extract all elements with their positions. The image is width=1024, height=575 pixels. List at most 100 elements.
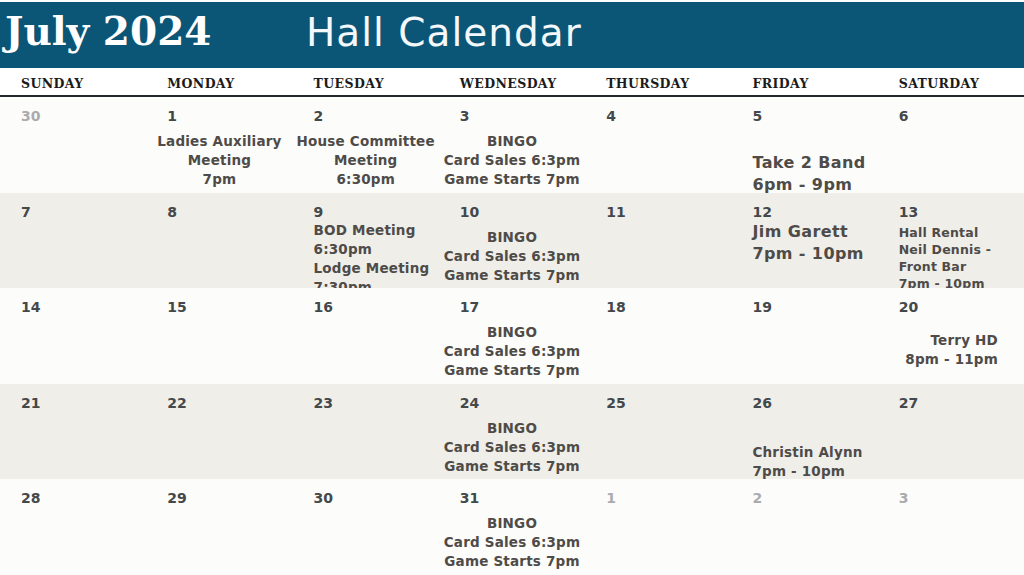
day-number: 18: [585, 288, 731, 316]
event: BINGOCard Sales 6:3pmGame Starts 7pm: [439, 419, 585, 476]
day-number: 29: [146, 479, 292, 507]
event-line: 8pm - 11pm: [878, 350, 998, 369]
day-cell-17: 17BINGOCard Sales 6:3pmGame Starts 7pm: [439, 288, 585, 384]
day-number: 2: [293, 97, 439, 125]
event-line: Game Starts 7pm: [439, 552, 585, 571]
event-line: Meeting: [293, 151, 439, 170]
event-line: Card Sales 6:3pm: [439, 247, 585, 266]
event: Take 2 Band6pm - 9pm: [731, 152, 877, 193]
day-cell-15: 15: [146, 288, 292, 384]
weekday-friday: FRIDAY: [731, 68, 877, 95]
event-line: 7pm: [146, 170, 292, 189]
day-cell-26: 26Christin Alynn7pm - 10pm: [731, 384, 877, 480]
event-line: 7pm - 10pm: [899, 275, 1024, 289]
day-number: 8: [146, 193, 292, 221]
event-line: Card Sales 6:3pm: [439, 342, 585, 361]
day-cell-3: 3 BINGOCard Sales 6:3pmGame Starts 7pm: [439, 97, 585, 193]
event-line: Take 2 Band: [752, 152, 877, 174]
day-number: 3: [439, 97, 585, 125]
event-line: Game Starts 7pm: [439, 457, 585, 476]
event-line: Card Sales 6:3pm: [439, 151, 585, 170]
event-line: Hall Rental: [899, 224, 1024, 241]
day-number: 15: [146, 288, 292, 316]
event: BINGOCard Sales 6:3pmGame Starts 7pm: [439, 228, 585, 285]
event-line: Game Starts 7pm: [439, 266, 585, 285]
day-cell-6: 6: [878, 97, 1024, 193]
day-cell-20: 20 Terry HD8pm - 11pm: [878, 288, 1024, 384]
weekday-header-row: SUNDAY MONDAY TUESDAY WEDNESDAY THURSDAY…: [0, 68, 1024, 97]
event-line: Card Sales 6:3pm: [439, 533, 585, 552]
day-cell-4: 4: [585, 97, 731, 193]
day-cell-10: 10BINGOCard Sales 6:3pmGame Starts 7pm: [439, 193, 585, 289]
event-line: 6:30pm: [314, 240, 439, 259]
day-number: 20: [878, 288, 1024, 316]
day-number: 17: [439, 288, 585, 316]
event-line: 7pm - 10pm: [752, 243, 877, 265]
weekday-wednesday: WEDNESDAY: [439, 68, 585, 95]
event-line: House Committee: [293, 132, 439, 151]
event: BINGOCard Sales 6:3pmGame Starts 7pm: [439, 514, 585, 571]
event-line: BINGO: [439, 514, 585, 533]
day-cell-30: 30: [293, 479, 439, 575]
day-cell-8: 8: [146, 193, 292, 289]
day-number: 25: [585, 384, 731, 412]
day-cell-11: 11: [585, 193, 731, 289]
day-cell-27: 27: [878, 384, 1024, 480]
weekday-thursday: THURSDAY: [585, 68, 731, 95]
day-cell-7: 7: [0, 193, 146, 289]
day-cell-25: 25: [585, 384, 731, 480]
day-cell-5: 5 Take 2 Band6pm - 9pm: [731, 97, 877, 193]
event-line: Card Sales 6:3pm: [439, 438, 585, 457]
day-cell-12: 12Jim Garett7pm - 10pm: [731, 193, 877, 289]
day-cell-28: 28: [0, 479, 146, 575]
day-number: 22: [146, 384, 292, 412]
day-cell-21: 21: [0, 384, 146, 480]
day-cell-31: 31 BINGOCard Sales 6:3pmGame Starts 7pm: [439, 479, 585, 575]
day-number: 2: [731, 479, 877, 507]
calendar-banner: July 2024 Hall Calendar: [0, 0, 1024, 68]
event-line: Christin Alynn: [752, 443, 877, 462]
day-number: 9: [293, 193, 439, 221]
event-line: Jim Garett: [752, 221, 877, 243]
day-number: 4: [585, 97, 731, 125]
day-number: 5: [731, 97, 877, 125]
event-line: BINGO: [439, 132, 585, 151]
event-line: Lodge Meeting: [314, 259, 439, 278]
day-number: 21: [0, 384, 146, 412]
day-number: 3: [878, 479, 1024, 507]
event-line: BINGO: [439, 323, 585, 342]
event: Ladies AuxiliaryMeeting7pm: [146, 132, 292, 189]
event: House CommitteeMeeting6:30pm: [293, 132, 439, 189]
day-cell-1: 1: [585, 479, 731, 575]
calendar-grid: 301Ladies AuxiliaryMeeting7pm2House Comm…: [0, 97, 1024, 575]
month-title: July 2024: [5, 8, 211, 54]
day-number: 24: [439, 384, 585, 412]
event-line: Meeting: [146, 151, 292, 170]
event-line: Neil Dennis -: [899, 241, 1024, 258]
event-line: BINGO: [439, 228, 585, 247]
day-number: 16: [293, 288, 439, 316]
event: BINGOCard Sales 6:3pmGame Starts 7pm: [439, 132, 585, 189]
event: Terry HD8pm - 11pm: [878, 331, 1024, 369]
day-number: 28: [0, 479, 146, 507]
day-number: 26: [731, 384, 877, 412]
event-line: Terry HD: [878, 331, 998, 350]
calendar-title: Hall Calendar: [306, 10, 582, 55]
day-cell-1: 1Ladies AuxiliaryMeeting7pm: [146, 97, 292, 193]
event-line: 6pm - 9pm: [752, 174, 877, 193]
day-number: 31: [439, 479, 585, 507]
day-number: 1: [585, 479, 731, 507]
day-cell-14: 14: [0, 288, 146, 384]
day-cell-13: 13Hall RentalNeil Dennis -Front Bar7pm -…: [878, 193, 1024, 289]
event-line: 7:30pm: [314, 278, 439, 289]
event-line: Front Bar: [899, 258, 1024, 275]
weekday-tuesday: TUESDAY: [293, 68, 439, 95]
day-number: 19: [731, 288, 877, 316]
event-line: BOD Meeting: [314, 221, 439, 240]
day-number: 12: [731, 193, 877, 221]
day-cell-22: 22: [146, 384, 292, 480]
day-cell-9: 9BOD Meeting6:30pmLodge Meeting7:30pm: [293, 193, 439, 289]
day-number: 7: [0, 193, 146, 221]
event-line: 6:30pm: [293, 170, 439, 189]
day-cell-16: 16: [293, 288, 439, 384]
